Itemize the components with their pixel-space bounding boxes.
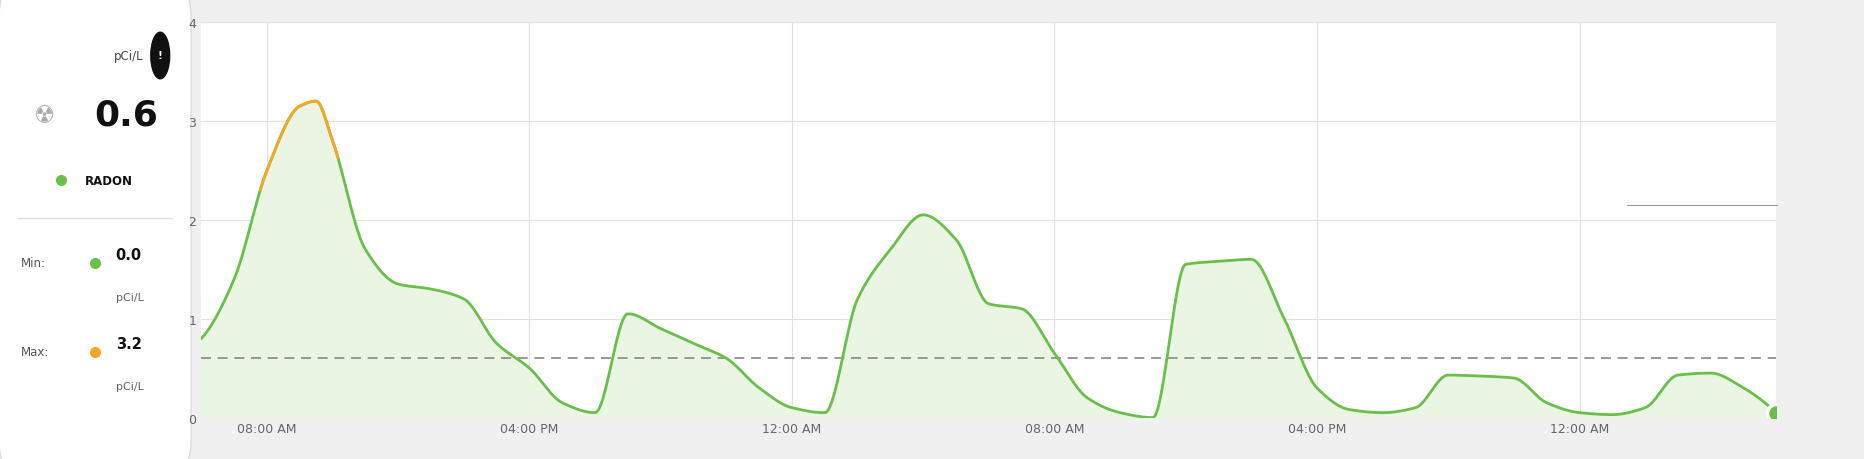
Text: !: ! <box>158 51 162 62</box>
Text: 3.2: 3.2 <box>116 336 142 351</box>
Text: 0 pCi/L: 0 pCi/L <box>1678 327 1726 341</box>
Text: Monday: Monday <box>1672 95 1734 109</box>
Text: 0.6: 0.6 <box>93 99 158 133</box>
Text: 03.04.2024: 03.04.2024 <box>1663 148 1741 162</box>
Text: pCi/L: pCi/L <box>116 381 144 391</box>
Text: 06:00 AM: 06:00 AM <box>1666 245 1739 259</box>
Text: RADON: RADON <box>84 174 132 187</box>
Text: 0.0: 0.0 <box>116 247 142 263</box>
Text: Max:: Max: <box>21 346 50 358</box>
Text: pCi/L: pCi/L <box>114 50 144 63</box>
Text: Min:: Min: <box>21 257 47 270</box>
Circle shape <box>151 33 170 79</box>
Text: pCi/L: pCi/L <box>116 292 144 302</box>
FancyBboxPatch shape <box>0 0 192 459</box>
Text: ☢: ☢ <box>34 104 54 128</box>
